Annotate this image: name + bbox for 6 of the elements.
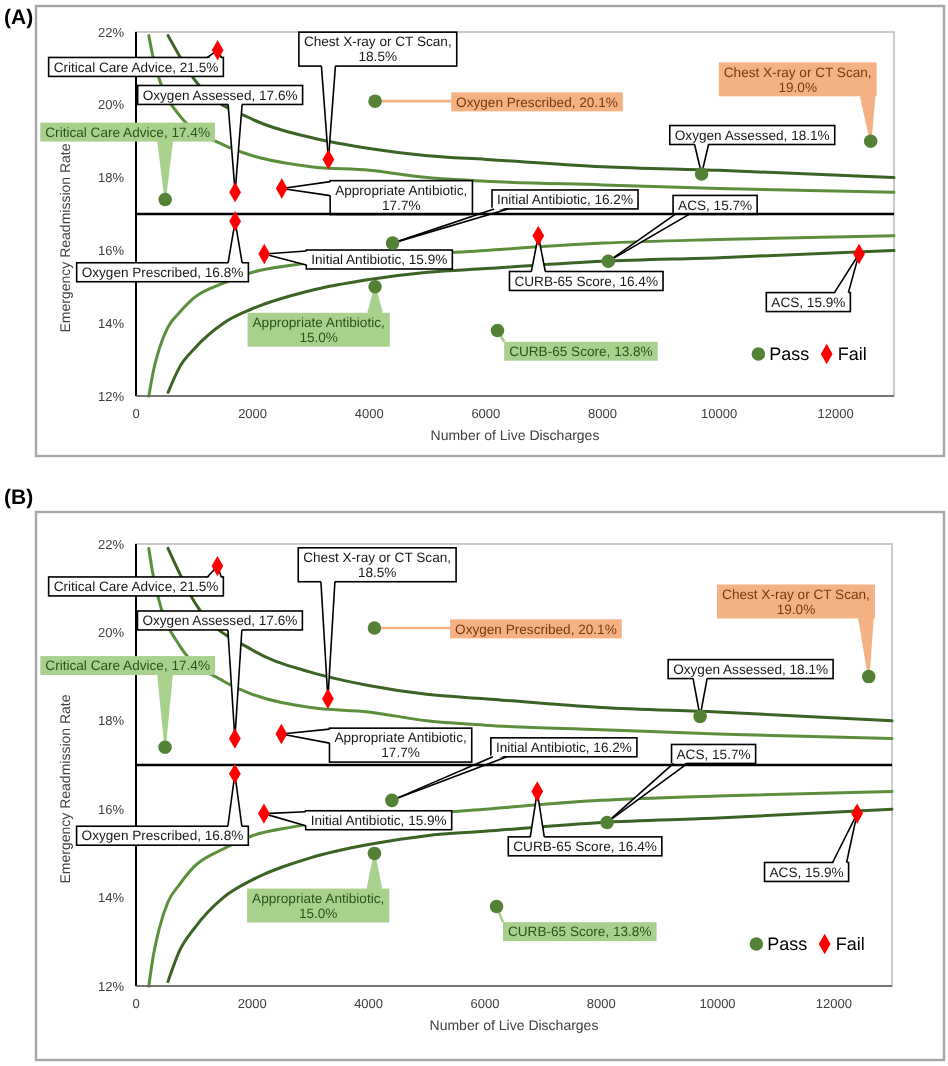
- legend-label: Fail: [835, 934, 865, 955]
- legend-label: Fail: [837, 344, 867, 365]
- legend-label: Pass: [767, 934, 809, 955]
- legend-label: Pass: [769, 344, 811, 365]
- chart-title: (B): [4, 486, 34, 510]
- chart-title: (A): [4, 6, 34, 30]
